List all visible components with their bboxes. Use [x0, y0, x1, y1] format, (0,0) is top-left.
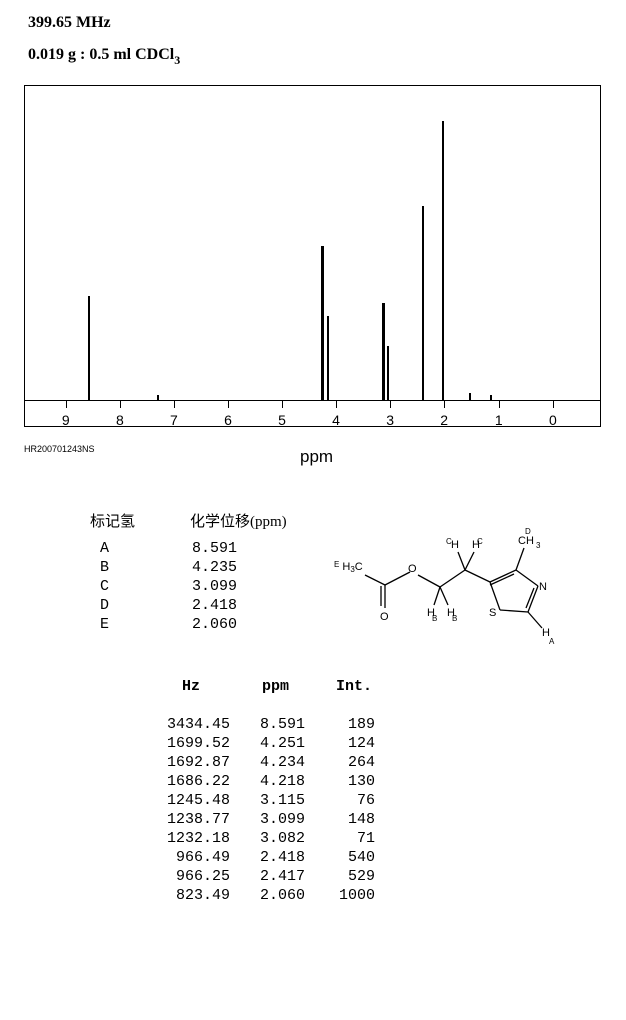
spectrum-tick-label: 7	[170, 412, 178, 428]
spectrum-tick-label: 1	[495, 412, 503, 428]
peak-row-ppm: 3.099	[245, 811, 305, 828]
spectrum-peak	[157, 395, 159, 401]
spectrum-peak	[490, 395, 492, 401]
xaxis-label: ppm	[300, 447, 333, 467]
spectrum-tick	[174, 401, 175, 408]
header-sample: 0.019 g : 0.5 ml CDCl3	[28, 46, 180, 64]
svg-text:B: B	[432, 614, 437, 623]
svg-text:3: 3	[536, 541, 541, 550]
spectrum-tick	[120, 401, 121, 408]
shift-row-value: 2.060	[192, 616, 237, 633]
spectrum-peak	[88, 296, 90, 401]
spectrum-tick-label: 5	[278, 412, 286, 428]
spectrum-peak	[442, 121, 444, 401]
spectrum-tick-label: 9	[62, 412, 70, 428]
shift-row-value: 3.099	[192, 578, 237, 595]
svg-text:CH: CH	[518, 535, 534, 547]
spectrum-tick	[444, 401, 445, 408]
shift-row-label: B	[100, 559, 109, 576]
peak-row-int: 130	[325, 773, 375, 790]
svg-text:B: B	[452, 614, 457, 623]
spectrum-peak	[327, 316, 329, 401]
shift-row-value: 8.591	[192, 540, 237, 557]
molecular-structure: E H3C O O HB HB HC HC CH3 D N S H A	[330, 520, 560, 650]
hr-label: HR200701243NS	[24, 444, 95, 454]
shift-row-label: A	[100, 540, 109, 557]
spectrum-tick	[228, 401, 229, 408]
peak-row-int: 76	[325, 792, 375, 809]
spectrum-tick-label: 0	[549, 412, 557, 428]
shift-header-label: 标记氢	[90, 510, 135, 531]
spectrum-tick-label: 3	[386, 412, 394, 428]
peak-row-hz: 823.49	[150, 887, 230, 904]
peak-row-hz: 1232.18	[150, 830, 230, 847]
spectrum-tick-label: 2	[440, 412, 448, 428]
peak-row-hz: 1686.22	[150, 773, 230, 790]
peak-row-ppm: 8.591	[245, 716, 305, 733]
shift-row-value: 2.418	[192, 597, 237, 614]
peak-row-ppm: 4.234	[245, 754, 305, 771]
spectrum-peak	[387, 346, 389, 401]
spectrum-peak	[422, 206, 424, 401]
peak-row-int: 1000	[325, 887, 375, 904]
peak-row-int: 124	[325, 735, 375, 752]
spectrum-tick	[282, 401, 283, 408]
peak-row-int: 529	[325, 868, 375, 885]
svg-text:N: N	[539, 581, 547, 593]
svg-text:H: H	[451, 539, 459, 551]
svg-text:D: D	[525, 527, 531, 536]
peak-row-ppm: 2.417	[245, 868, 305, 885]
svg-text:S: S	[489, 607, 496, 619]
svg-text:A: A	[549, 637, 555, 646]
peak-row-ppm: 2.060	[245, 887, 305, 904]
peak-row-ppm: 3.082	[245, 830, 305, 847]
spectrum-tick	[66, 401, 67, 408]
shift-row-label: C	[100, 578, 109, 595]
spectrum-baseline	[25, 400, 600, 401]
peak-row-hz: 966.25	[150, 868, 230, 885]
shift-row-value: 4.235	[192, 559, 237, 576]
peak-row-ppm: 3.115	[245, 792, 305, 809]
shift-header-ppm: 化学位移(ppm)	[190, 510, 287, 531]
spectrum-plot: 9 8 7 6 5 4 3 2 1 0	[24, 85, 601, 427]
peak-row-int: 148	[325, 811, 375, 828]
peak-row-hz: 1245.48	[150, 792, 230, 809]
peak-table-header-hz: Hz	[182, 678, 200, 695]
peak-row-hz: 3434.45	[150, 716, 230, 733]
spectrum-tick-label: 8	[116, 412, 124, 428]
spectrum-tick	[336, 401, 337, 408]
spectrum-tick-label: 6	[224, 412, 232, 428]
peak-row-int: 189	[325, 716, 375, 733]
peak-row-int: 264	[325, 754, 375, 771]
peak-table-header-ppm: ppm	[262, 678, 289, 695]
peak-row-int: 71	[325, 830, 375, 847]
peak-row-int: 540	[325, 849, 375, 866]
spectrum-peak	[469, 393, 471, 401]
peak-table-header-int: Int.	[336, 678, 372, 695]
svg-text:O: O	[408, 563, 417, 575]
spectrum-tick-label: 4	[332, 412, 340, 428]
spectrum-peak	[382, 303, 385, 401]
peak-row-hz: 1238.77	[150, 811, 230, 828]
spectrum-peak	[321, 246, 324, 401]
peak-row-hz: 1692.87	[150, 754, 230, 771]
spectrum-tick	[499, 401, 500, 408]
peak-row-ppm: 2.418	[245, 849, 305, 866]
peak-row-ppm: 4.251	[245, 735, 305, 752]
peak-row-hz: 966.49	[150, 849, 230, 866]
svg-text:C: C	[446, 537, 452, 546]
spectrum-tick	[390, 401, 391, 408]
peak-row-hz: 1699.52	[150, 735, 230, 752]
header-frequency: 399.65 MHz	[28, 14, 111, 32]
svg-text:C: C	[477, 537, 483, 546]
peak-row-ppm: 4.218	[245, 773, 305, 790]
svg-text:O: O	[380, 611, 389, 623]
svg-text:E H3C: E H3C	[334, 560, 363, 574]
shift-row-label: E	[100, 616, 109, 633]
shift-row-label: D	[100, 597, 109, 614]
spectrum-tick	[553, 401, 554, 408]
